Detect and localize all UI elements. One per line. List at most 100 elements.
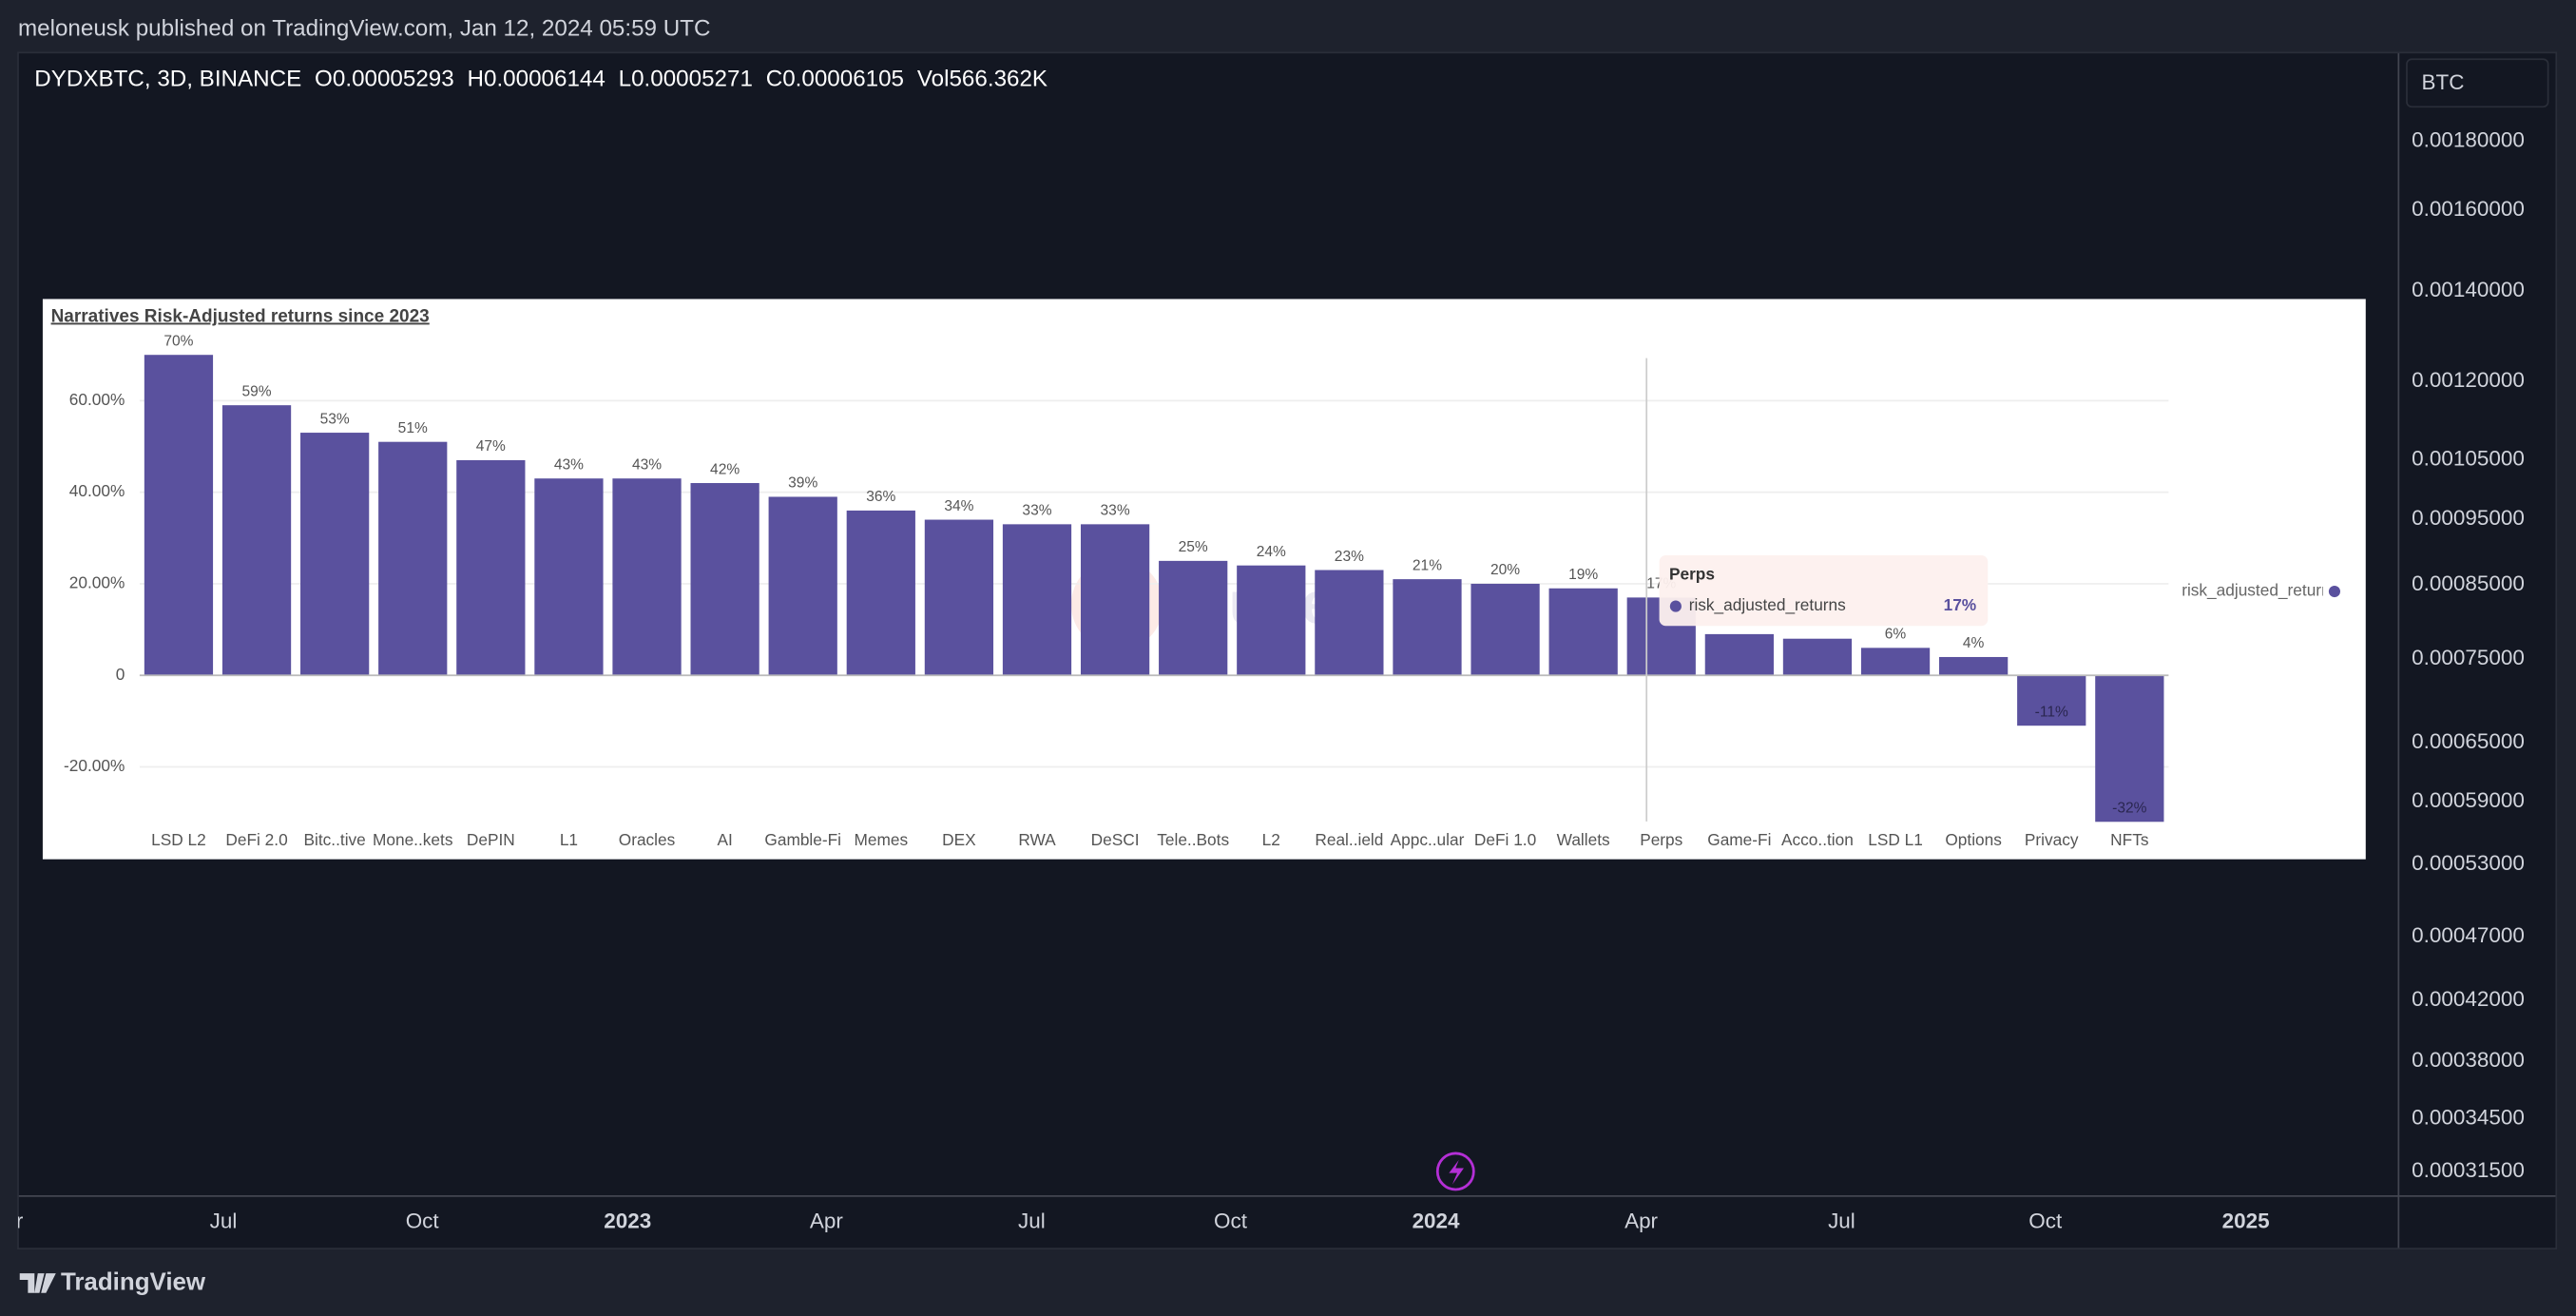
- value-label: 43%: [554, 456, 584, 473]
- value-label: 51%: [398, 420, 428, 436]
- x-tick-label: Appc..ular: [1391, 830, 1465, 849]
- x-tick-label: Tele..Bots: [1157, 830, 1229, 849]
- logo: [19, 1273, 56, 1293]
- publisher: meloneusk published on TradingView.com, …: [18, 15, 710, 41]
- value-label: 34%: [944, 498, 973, 514]
- bolt: [1449, 1159, 1464, 1185]
- value-label: 20%: [1490, 562, 1520, 578]
- time-axis: Apr Jul Oct 2023 Apr Jul Oct 2024 Apr Jul Oct 2025: [18, 1209, 2270, 1232]
- time-label: Jul: [1828, 1209, 1855, 1232]
- x-tick-label: Oracles: [619, 830, 676, 849]
- value: 0.00006105: [782, 67, 904, 92]
- time-label: 2025: [2222, 1209, 2270, 1232]
- price-label: 0.00180000: [2412, 128, 2525, 152]
- bar: [1548, 588, 1618, 676]
- label: H: [468, 67, 484, 92]
- symbol: DYDXBTC, 3D, BINANCE: [34, 67, 301, 92]
- x-tick-label: RWA: [1018, 830, 1056, 849]
- x-tick-label: DeFi 2.0: [225, 830, 287, 849]
- value-label: 23%: [1335, 549, 1364, 565]
- value-label: 33%: [1022, 503, 1051, 519]
- bar: [456, 459, 526, 676]
- price-label: 0.00085000: [2412, 571, 2525, 595]
- x-tick-label: Mone..kets: [373, 830, 453, 849]
- time-label: Oct: [1214, 1209, 1248, 1232]
- price-label: 0.00047000: [2412, 923, 2525, 947]
- replay-icon[interactable]: [1435, 1152, 1475, 1191]
- x-tick-label: DEX: [942, 830, 976, 849]
- value-label: -11%: [2035, 704, 2068, 720]
- price-label: 0.00038000: [2412, 1048, 2525, 1072]
- value-label: 6%: [1885, 627, 1907, 643]
- bar: [2095, 675, 2164, 822]
- currency-button[interactable]: [2406, 58, 2549, 108]
- bar: [1315, 570, 1384, 676]
- value-label: 59%: [241, 383, 271, 399]
- value: 0.00005293: [333, 67, 454, 92]
- x-tick-label: Real..ield: [1315, 830, 1383, 849]
- x-tick-label: Gamble-Fi: [764, 830, 841, 849]
- legend-dot: [2328, 585, 2340, 598]
- x-tick-label: DePIN: [467, 830, 515, 849]
- embedded-chart: Narratives Risk-Adjusted returns since 2…: [42, 299, 2366, 860]
- time-label: 2023: [604, 1209, 651, 1232]
- bar: [1782, 638, 1853, 676]
- price-label: 0.00034500: [2412, 1106, 2525, 1130]
- x-tick-label: Wallets: [1557, 830, 1610, 849]
- y-tick-label: 20.00%: [69, 573, 125, 592]
- value-label: 24%: [1257, 544, 1286, 560]
- y-tick-label: 40.00%: [69, 481, 125, 500]
- value-label: 25%: [1179, 539, 1208, 555]
- tooltip: [1659, 555, 1989, 627]
- value: 566.362K: [949, 67, 1048, 92]
- time-label: 2024: [1413, 1209, 1460, 1232]
- value-label: 70%: [163, 334, 193, 350]
- x-tick-label: LSD L1: [1868, 830, 1923, 849]
- bar: [1080, 524, 1150, 676]
- label: L: [619, 67, 631, 92]
- value-label: 19%: [1568, 567, 1598, 583]
- price-label: 0.00095000: [2412, 506, 2525, 530]
- tooltip-dot: [1669, 600, 1682, 612]
- bar: [690, 483, 759, 676]
- x-tick-label: Memes: [855, 830, 909, 849]
- price-label: 0.00065000: [2412, 729, 2525, 753]
- value: 0.00006144: [484, 67, 606, 92]
- value-label: 47%: [476, 438, 506, 455]
- bar: [1002, 524, 1072, 676]
- brand: TradingView: [61, 1268, 206, 1295]
- bar: [1704, 633, 1774, 676]
- x-tick-label: LSD L2: [151, 830, 206, 849]
- y-tick-label: -20.00%: [64, 756, 125, 775]
- x-tick-label: L2: [1262, 830, 1280, 849]
- price-axis: 0.00180000 0.00160000 0.00140000 0.00120000…: [2412, 128, 2525, 1182]
- time-label: Jul: [210, 1209, 238, 1232]
- x-tick-label: Privacy: [2025, 830, 2079, 849]
- x-tick-label: Perps: [1640, 830, 1682, 849]
- bar: [1159, 560, 1228, 676]
- value-label: 21%: [1413, 557, 1442, 573]
- value-label: 53%: [320, 411, 350, 427]
- value-label: 42%: [710, 461, 740, 477]
- bar: [221, 405, 292, 676]
- legend-label: risk_adjusted_returns: [2182, 581, 2338, 600]
- bar: [612, 478, 682, 676]
- x-tick-label: Acco..tion: [1781, 830, 1854, 849]
- value-label: 39%: [788, 475, 817, 492]
- chart-title: Narratives Risk-Adjusted returns since 2…: [51, 306, 430, 326]
- bar: [534, 478, 604, 676]
- price-label: 0.00053000: [2412, 851, 2525, 875]
- price-label: 0.00075000: [2412, 646, 2525, 669]
- price-label: 0.00059000: [2412, 788, 2525, 812]
- bar: [1393, 579, 1462, 676]
- value-label: 33%: [1101, 503, 1130, 519]
- bar: [300, 433, 370, 676]
- bar: [2017, 675, 2086, 726]
- price-label: 0.00031500: [2412, 1158, 2525, 1182]
- y-tick-label: 60.00%: [69, 390, 125, 409]
- label: C: [766, 67, 782, 92]
- time-label: Oct: [406, 1209, 440, 1232]
- price-label: 0.00120000: [2412, 368, 2525, 392]
- currency[interactable]: BTC: [2422, 70, 2465, 94]
- value-label: -32%: [2112, 801, 2146, 817]
